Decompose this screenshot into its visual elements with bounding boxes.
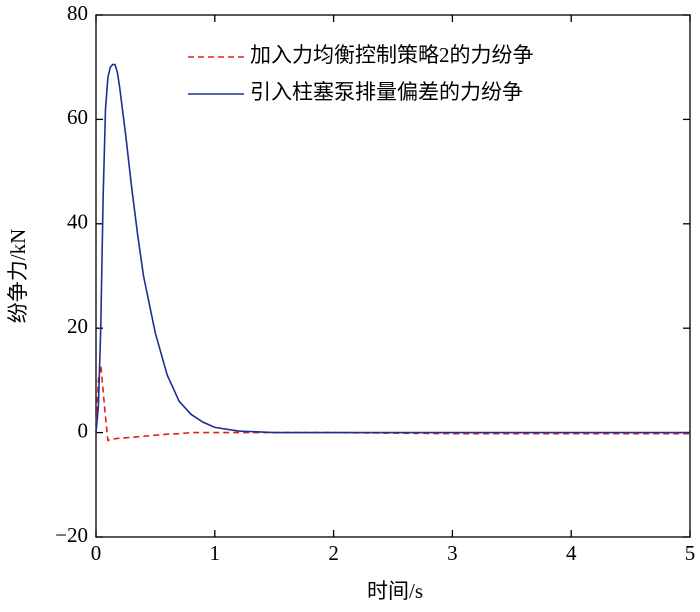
y-tick-label: 20 <box>67 314 88 338</box>
y-tick-label: −20 <box>55 523 88 547</box>
y-tick-label: 80 <box>67 1 88 25</box>
x-tick-label: 0 <box>91 541 102 565</box>
y-tick-label: 60 <box>67 105 88 129</box>
y-tick-label: 0 <box>78 418 89 442</box>
x-axis-label: 时间/s <box>367 579 423 603</box>
y-tick-label: 40 <box>67 210 88 234</box>
x-tick-label: 3 <box>447 541 458 565</box>
legend-label: 加入力均衡控制策略2的力纷争 <box>250 43 534 67</box>
line <box>95 63 690 434</box>
line <box>95 364 690 442</box>
plot-frame <box>95 14 691 538</box>
x-tick-label: 4 <box>566 541 577 565</box>
legend-label: 引入柱塞泵排量偏差的力纷争 <box>250 80 523 104</box>
y-axis-label: 纷争力/kN <box>6 229 30 324</box>
x-tick-label: 5 <box>685 541 696 565</box>
x-tick-label: 2 <box>328 541 339 565</box>
x-tick-label: 1 <box>210 541 221 565</box>
